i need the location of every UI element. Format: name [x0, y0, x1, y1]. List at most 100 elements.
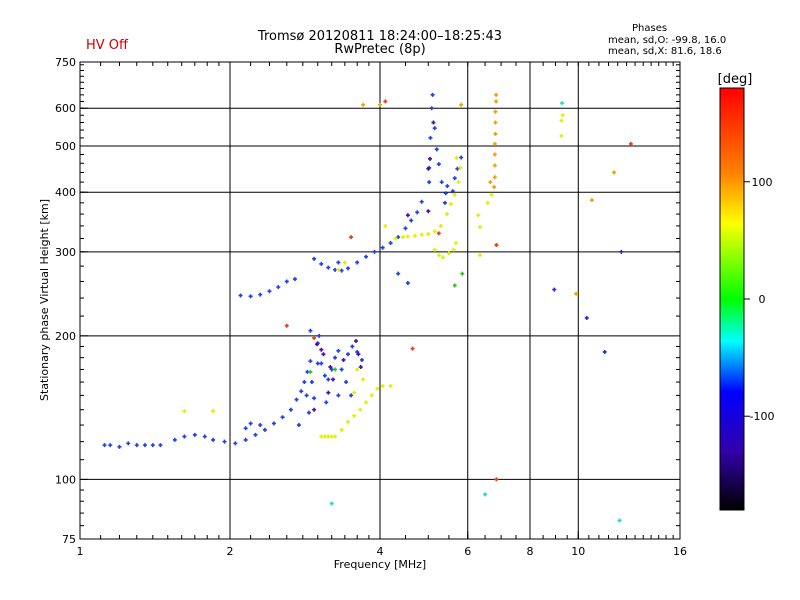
- data-point: [552, 287, 557, 292]
- data-point: [238, 293, 243, 298]
- data-point: [304, 393, 309, 398]
- data-point: [271, 421, 276, 426]
- data-point: [426, 231, 431, 236]
- data-point: [430, 92, 435, 97]
- data-point: [296, 423, 301, 428]
- data-point: [211, 437, 216, 442]
- data-point: [455, 166, 460, 171]
- data-point: [233, 441, 238, 446]
- data-point: [459, 102, 464, 107]
- data-point: [322, 373, 327, 378]
- data-point: [493, 131, 498, 136]
- data-point: [339, 367, 344, 372]
- data-point: [478, 225, 483, 230]
- data-point: [319, 261, 324, 266]
- data-point: [182, 409, 187, 414]
- data-point: [426, 209, 431, 214]
- data-point: [560, 113, 565, 118]
- data-point: [248, 294, 253, 299]
- data-point: [345, 419, 350, 424]
- data-point: [336, 393, 341, 398]
- data-point: [436, 253, 441, 258]
- data-point: [356, 352, 361, 357]
- y-tick-label: 600: [55, 102, 76, 115]
- data-point: [126, 441, 131, 446]
- data-point: [284, 279, 289, 284]
- data-point: [494, 243, 499, 248]
- data-point: [410, 346, 415, 351]
- x-tick-label: 1: [77, 545, 84, 558]
- data-point: [102, 443, 107, 448]
- data-point: [476, 213, 481, 218]
- data-point: [312, 335, 317, 340]
- data-point: [454, 155, 459, 160]
- data-point: [409, 218, 414, 223]
- data-point: [453, 241, 458, 246]
- data-point: [253, 432, 258, 437]
- data-point: [559, 118, 564, 123]
- data-point: [345, 266, 350, 271]
- data-point: [345, 352, 350, 357]
- data-point: [267, 289, 272, 294]
- data-point: [434, 147, 439, 152]
- data-point: [419, 199, 424, 204]
- data-point: [326, 390, 331, 395]
- stats-heading: Phases: [632, 23, 667, 34]
- data-point: [312, 256, 317, 261]
- data-point: [349, 235, 354, 240]
- data-point: [361, 377, 366, 382]
- data-point: [329, 367, 334, 372]
- data-point: [353, 339, 358, 344]
- data-point: [336, 348, 341, 353]
- data-point: [431, 120, 436, 125]
- data-point: [308, 359, 313, 364]
- data-point: [380, 383, 385, 388]
- data-point: [319, 347, 324, 352]
- data-point: [428, 156, 433, 161]
- data-point: [329, 434, 334, 439]
- data-point: [355, 260, 360, 265]
- data-point: [172, 437, 177, 442]
- data-point: [319, 361, 324, 366]
- data-point: [443, 191, 448, 196]
- data-point: [602, 349, 607, 354]
- data-point: [333, 367, 338, 372]
- data-point: [341, 357, 346, 362]
- data-point: [612, 170, 617, 175]
- data-point: [222, 439, 227, 444]
- data-point: [359, 357, 364, 362]
- data-point: [333, 434, 338, 439]
- data-point: [450, 189, 455, 194]
- chart-title-line1: Tromsø 20120811 18:24:00–18:25:43: [257, 29, 502, 44]
- data-point: [478, 253, 483, 258]
- data-point: [350, 344, 355, 349]
- data-point: [383, 99, 388, 104]
- data-point: [574, 291, 579, 296]
- data-point: [412, 233, 417, 238]
- stats-x-mode: mean, sd,X: 81.6, 18.6: [608, 46, 722, 57]
- data-point: [326, 434, 331, 439]
- y-tick-label: 750: [55, 56, 76, 69]
- data-point: [108, 443, 113, 448]
- data-point: [492, 141, 497, 146]
- data-point: [451, 247, 456, 252]
- data-point: [388, 383, 393, 388]
- data-point: [299, 389, 304, 394]
- data-point: [442, 200, 447, 205]
- data-point: [628, 141, 633, 146]
- data-point: [560, 101, 565, 106]
- data-point: [492, 175, 497, 180]
- data-point: [405, 213, 410, 218]
- data-point: [405, 234, 410, 239]
- data-point: [378, 102, 382, 107]
- colorbar-ticks: 100 0 -100: [744, 176, 774, 423]
- data-point: [142, 443, 147, 448]
- data-point: [493, 120, 498, 125]
- data-point: [319, 434, 324, 439]
- data-point: [302, 380, 307, 385]
- data-point: [355, 367, 360, 372]
- data-point: [459, 155, 464, 160]
- y-axis-title: Stationary phase Virtual Height [km]: [38, 199, 51, 401]
- y-tick-label: 75: [62, 533, 76, 546]
- data-point: [317, 333, 322, 338]
